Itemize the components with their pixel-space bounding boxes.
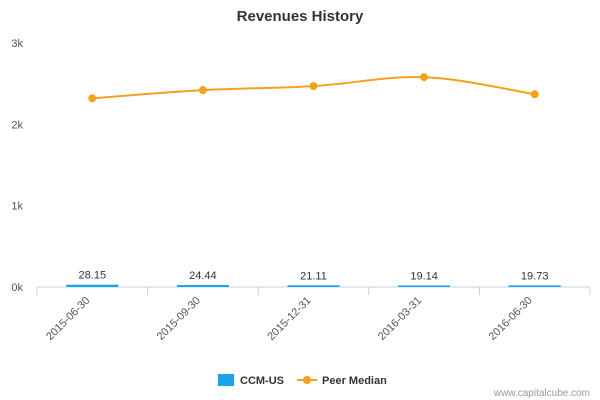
- bar: [66, 284, 119, 287]
- bar-data-label: 19.14: [410, 270, 438, 282]
- bar-data-label: 19.73: [521, 270, 549, 282]
- legend-marker-peer-median: [303, 376, 311, 384]
- y-axis: 0k 1k 2k 3k: [11, 38, 23, 294]
- bar-series: 28.15 24.44 21.11 19.14 19.73: [66, 270, 561, 287]
- bar-data-label: 28.15: [79, 270, 107, 282]
- peer-median-point: [309, 82, 318, 91]
- legend-label-ccm-us: CCM-US: [240, 375, 284, 387]
- bar-data-label: 21.11: [300, 270, 327, 282]
- bar: [508, 285, 561, 287]
- legend-label-peer-median: Peer Median: [322, 375, 387, 387]
- y-tick-label: 1k: [11, 201, 23, 213]
- peer-median-point: [198, 86, 207, 95]
- x-tick-label: 2015-09-30: [155, 295, 203, 343]
- x-tick-label: 2016-03-31: [376, 295, 424, 343]
- y-tick-label: 0k: [11, 282, 23, 294]
- bar: [287, 285, 340, 287]
- line-series: [88, 73, 539, 103]
- legend: CCM-US Peer Median: [218, 374, 387, 387]
- peer-median-point: [420, 73, 429, 82]
- bar-data-label: 24.44: [189, 270, 217, 282]
- x-tick-label: 2016-06-30: [487, 295, 535, 343]
- chart-title: Revenues History: [237, 8, 364, 25]
- credit-text: www.capitalcube.com: [493, 388, 590, 399]
- x-tick-label: 2015-12-31: [265, 295, 313, 343]
- y-tick-label: 3k: [11, 38, 23, 50]
- legend-swatch-ccm-us: [218, 374, 234, 386]
- peer-median-point: [530, 90, 539, 99]
- y-tick-label: 2k: [11, 119, 23, 131]
- bar: [176, 285, 229, 287]
- peer-median-point: [88, 94, 97, 103]
- x-tick-label: 2015-06-30: [44, 295, 92, 343]
- x-axis: 2015-06-30 2015-09-30 2015-12-31 2016-03-31…: [36, 286, 591, 343]
- bar: [398, 285, 451, 287]
